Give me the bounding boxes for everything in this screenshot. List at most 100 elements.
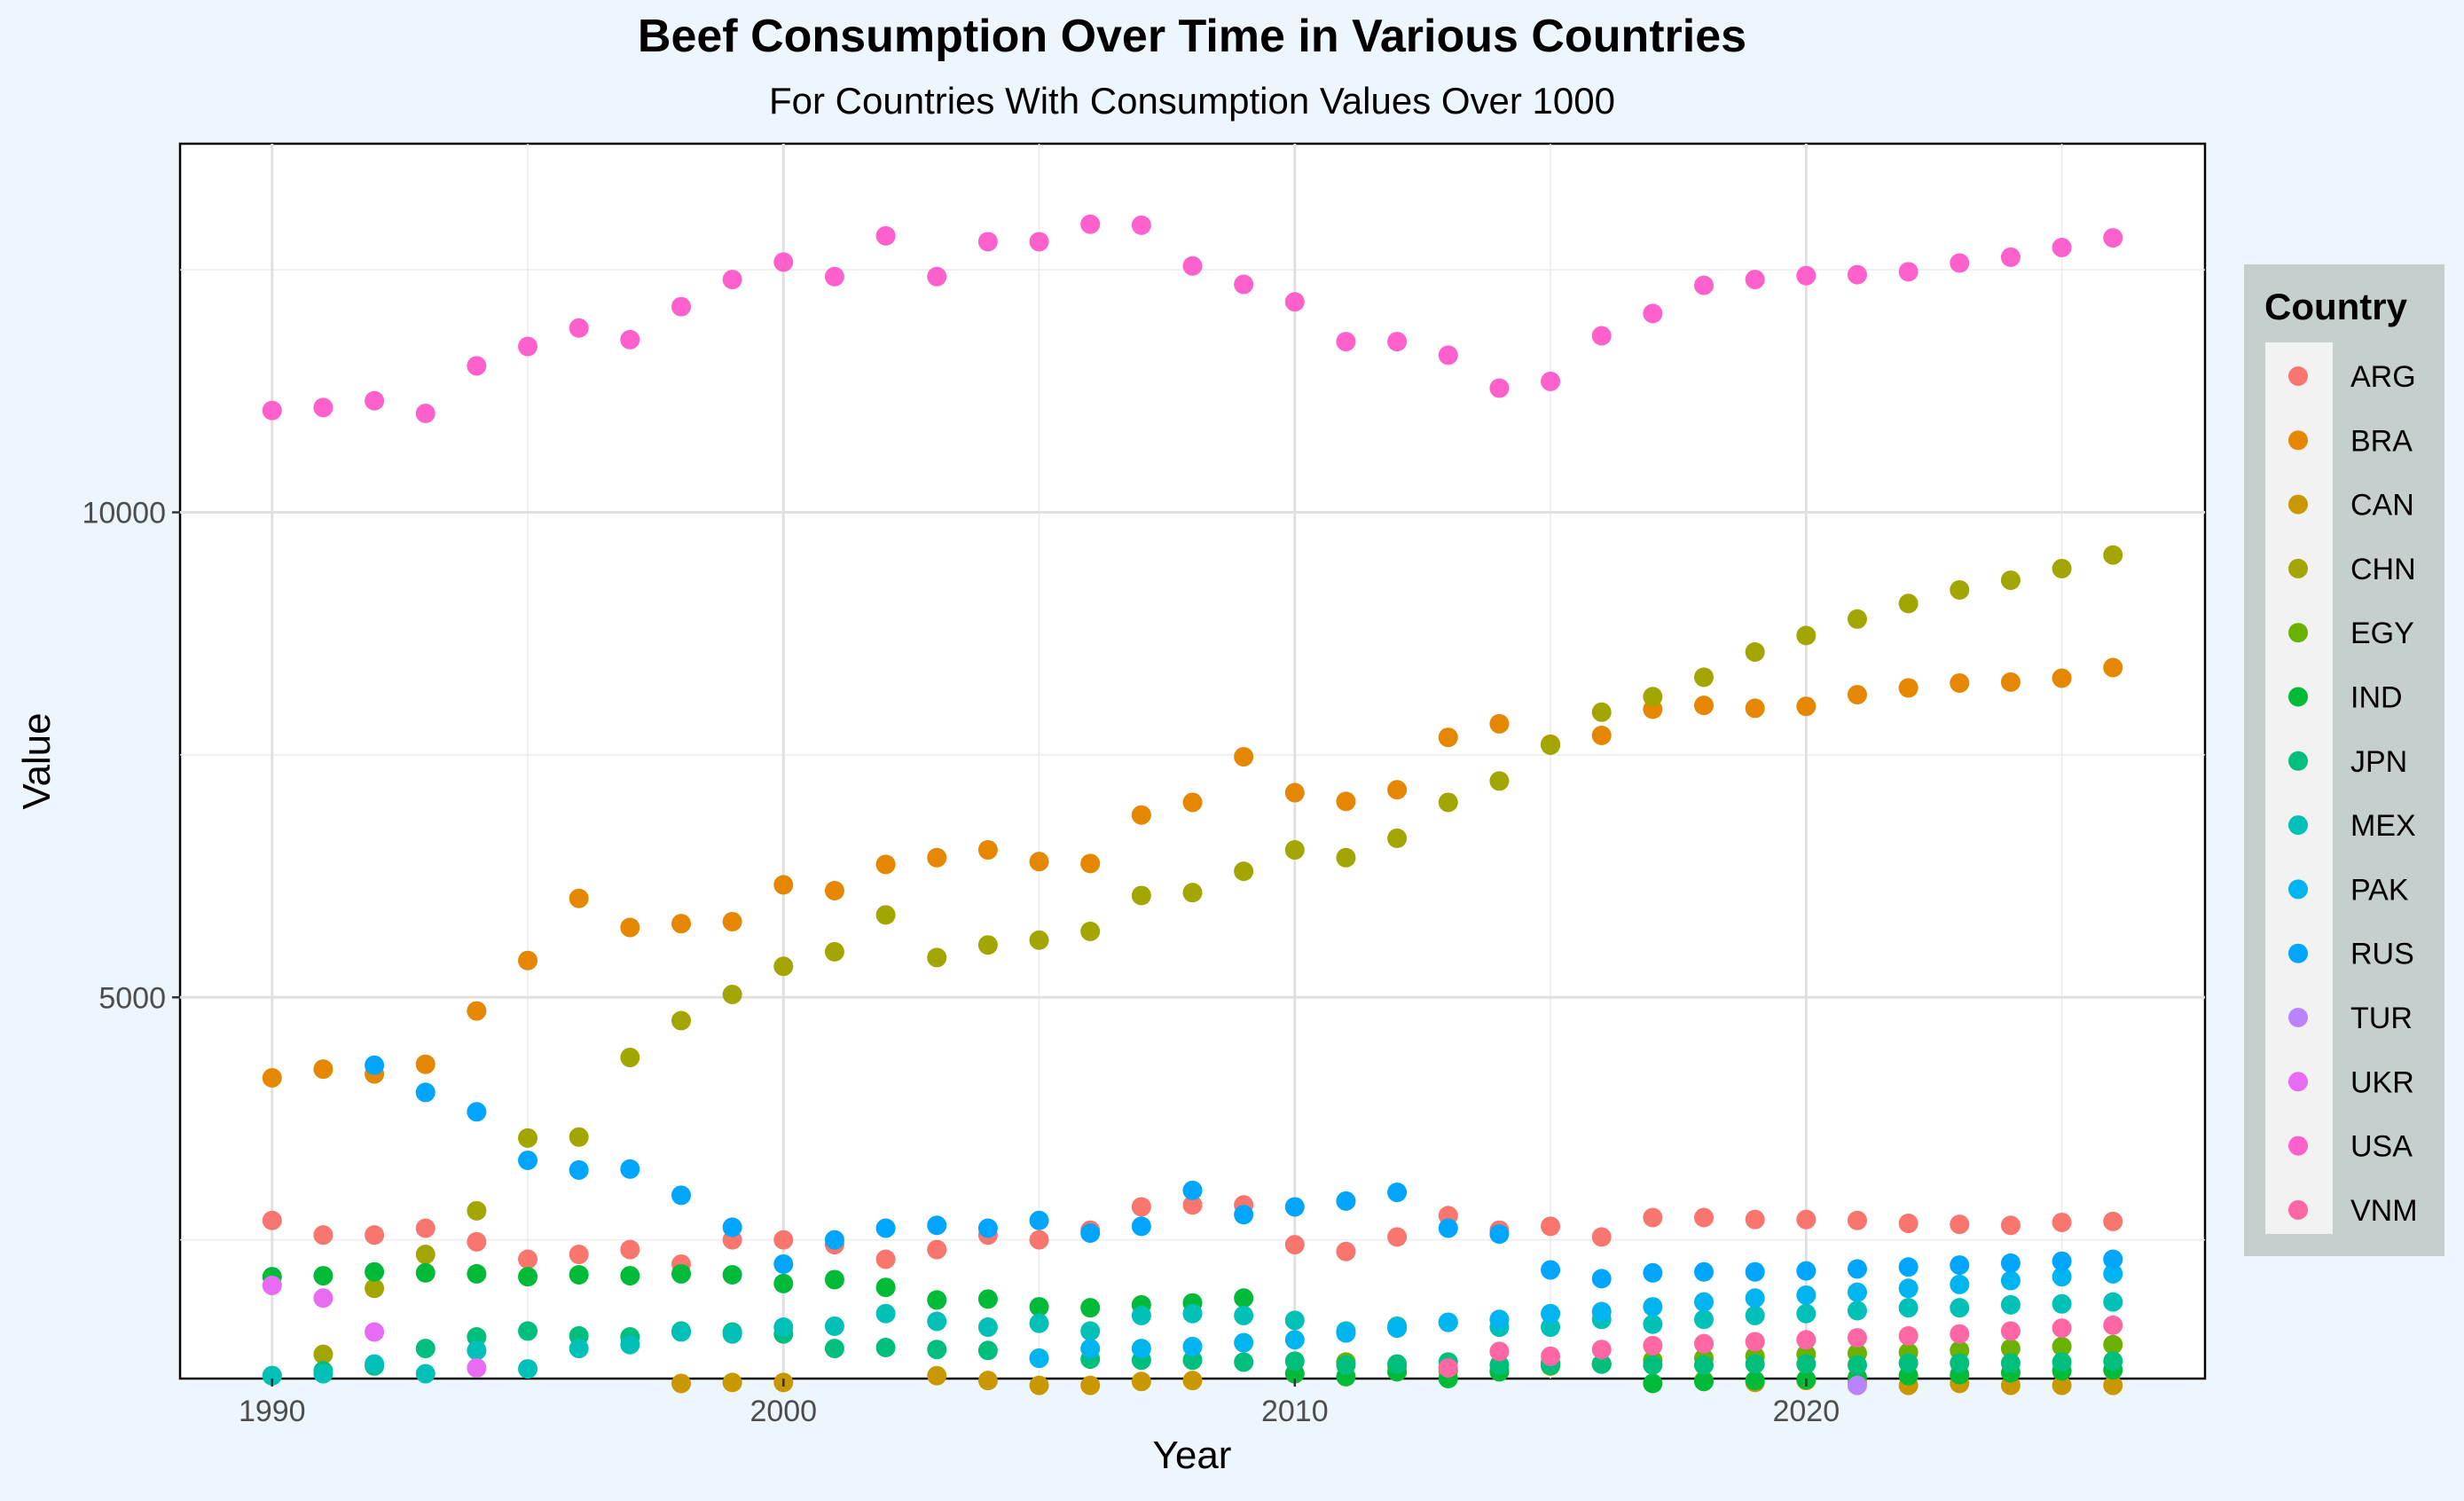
data-point <box>1745 1354 1765 1374</box>
data-point <box>1643 1335 1663 1356</box>
data-point <box>2052 558 2072 578</box>
data-point <box>1591 1340 1612 1360</box>
data-point <box>2000 1270 2021 1291</box>
data-point <box>1745 1305 1765 1325</box>
data-point <box>1080 1339 1101 1359</box>
chart-title: Beef Consumption Over Time in Various Co… <box>638 11 1746 62</box>
data-point <box>262 1365 282 1386</box>
data-point <box>1234 1352 1254 1372</box>
data-point <box>1029 930 1049 950</box>
data-point <box>1541 1346 1561 1366</box>
data-point <box>2000 570 2021 591</box>
data-point <box>1029 1313 1049 1333</box>
data-point <box>1950 1324 1970 1344</box>
data-point <box>1847 1259 1867 1279</box>
data-point <box>1080 921 1101 941</box>
series-vnm <box>1438 1315 2123 1378</box>
data-point <box>569 1245 589 1265</box>
x-tick-label: 2010 <box>1261 1395 1329 1428</box>
data-point <box>467 356 487 376</box>
data-point <box>824 266 844 287</box>
legend-key <box>2288 1199 2308 1220</box>
data-point <box>1182 1195 1203 1215</box>
legend-item-tur: TUR <box>2288 1002 2413 1035</box>
data-point <box>2000 672 2021 692</box>
data-point <box>671 1373 691 1394</box>
data-point <box>927 1365 947 1386</box>
chart-subtitle: For Countries With Consumption Values Ov… <box>769 80 1615 122</box>
data-point <box>927 1290 947 1310</box>
data-point <box>1898 1325 1919 1346</box>
data-point <box>1694 667 1715 688</box>
data-point <box>1438 1312 1458 1332</box>
data-point <box>313 1225 334 1246</box>
data-point <box>1438 792 1458 813</box>
data-point <box>1182 1371 1203 1391</box>
data-point <box>875 1218 896 1238</box>
y-tick-label: 5000 <box>98 981 166 1015</box>
data-point <box>773 956 794 977</box>
data-point <box>2103 1351 2123 1371</box>
data-point <box>1284 1351 1305 1371</box>
data-point <box>2103 657 2123 678</box>
data-point <box>1898 1278 1919 1299</box>
data-point <box>415 1339 436 1359</box>
data-point <box>365 1055 385 1075</box>
data-point <box>518 1249 538 1269</box>
data-point <box>722 1217 742 1238</box>
legend-item-arg: ARG <box>2288 360 2416 394</box>
data-point <box>262 1210 282 1230</box>
data-point <box>1745 1371 1765 1391</box>
legend-item-usa: USA <box>2288 1130 2413 1164</box>
data-point <box>1796 1209 1817 1230</box>
data-point <box>1080 853 1101 874</box>
data-point <box>875 1277 896 1298</box>
data-point <box>1796 1354 1817 1374</box>
data-point <box>1234 1332 1254 1353</box>
data-point <box>1591 1301 1612 1322</box>
legend-item-jpn: JPN <box>2288 745 2407 779</box>
data-point <box>977 1317 998 1338</box>
data-point <box>722 984 742 1004</box>
data-point <box>415 1054 436 1074</box>
data-point <box>875 1338 896 1358</box>
data-point <box>1131 1216 1151 1237</box>
legend-key <box>2288 494 2308 515</box>
data-point <box>518 1359 538 1379</box>
data-point <box>1950 1274 1970 1294</box>
data-point <box>1234 274 1254 295</box>
data-point <box>1284 1197 1305 1217</box>
series-pak <box>1029 1263 2123 1369</box>
data-point <box>1080 1375 1101 1395</box>
legend-label: UKR <box>2350 1065 2414 1099</box>
data-point <box>569 318 589 338</box>
data-point <box>1131 1197 1151 1217</box>
data-point <box>1591 726 1612 746</box>
x-tick-label: 2020 <box>1772 1395 1840 1428</box>
data-point <box>1591 702 1612 722</box>
data-point <box>1131 1371 1151 1392</box>
data-point <box>1387 332 1408 352</box>
legend-label: ARG <box>2350 360 2416 394</box>
data-point <box>2103 545 2123 565</box>
data-point <box>1694 1333 1715 1354</box>
data-point <box>2052 1212 2072 1232</box>
data-point <box>2052 1267 2072 1287</box>
data-point <box>2052 1251 2072 1271</box>
legend-item-ukr: UKR <box>2288 1065 2414 1099</box>
y-axis-label: Value <box>15 712 59 809</box>
legend-item-egy: EGY <box>2288 617 2414 650</box>
data-point <box>722 1324 742 1344</box>
legend-key <box>2288 623 2308 643</box>
data-point <box>2052 1352 2072 1372</box>
data-point <box>722 270 742 290</box>
data-point <box>1694 695 1715 716</box>
data-point <box>1234 1205 1254 1225</box>
data-point <box>620 1266 640 1286</box>
legend-label: CHN <box>2350 553 2416 586</box>
legend-key <box>2288 687 2308 707</box>
series-bra <box>262 657 2123 1088</box>
data-point <box>1796 1285 1817 1305</box>
data-point <box>1643 1355 1663 1375</box>
data-point <box>1541 1260 1561 1280</box>
